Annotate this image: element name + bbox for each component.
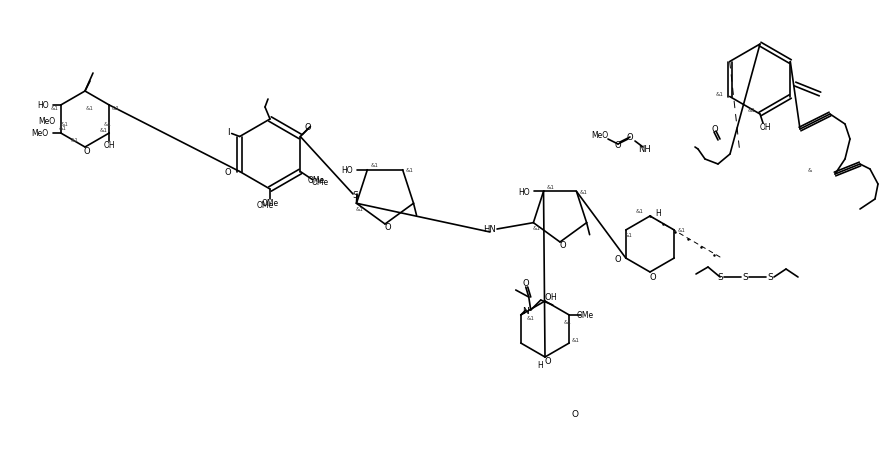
Text: O: O — [224, 168, 231, 176]
Text: S: S — [766, 273, 772, 282]
Text: OH: OH — [758, 122, 770, 131]
Text: I: I — [227, 128, 230, 137]
Text: &1: &1 — [624, 233, 632, 238]
Text: O: O — [84, 146, 90, 155]
Text: O: O — [711, 125, 718, 134]
Text: &1: &1 — [527, 316, 534, 321]
Text: H: H — [536, 361, 543, 369]
Text: O: O — [544, 357, 551, 366]
Text: O: O — [559, 241, 566, 250]
Text: &1: &1 — [61, 122, 69, 127]
Text: S: S — [741, 273, 747, 282]
Text: &1: &1 — [405, 168, 413, 173]
Text: &1: &1 — [570, 338, 578, 343]
Text: O: O — [522, 279, 528, 288]
Text: &1: &1 — [715, 92, 723, 97]
Text: MeO: MeO — [590, 130, 607, 139]
Text: &1: &1 — [747, 107, 755, 112]
Text: MeO: MeO — [31, 129, 48, 138]
Text: &1: &1 — [370, 163, 378, 168]
Text: OMe: OMe — [257, 201, 274, 210]
Text: &1: &1 — [636, 209, 643, 214]
Text: OH: OH — [104, 141, 115, 150]
Text: &1: &1 — [99, 127, 107, 132]
Text: &1: &1 — [546, 184, 554, 189]
Text: O: O — [614, 140, 620, 149]
Text: &1: &1 — [104, 122, 112, 127]
Text: MeO: MeO — [38, 117, 55, 126]
Text: O: O — [544, 293, 551, 302]
Text: &1: &1 — [51, 105, 59, 110]
Text: H: H — [654, 209, 660, 218]
Text: NH: NH — [638, 145, 651, 154]
Text: H: H — [550, 293, 555, 302]
Text: &1: &1 — [355, 206, 363, 211]
Text: &1: &1 — [86, 105, 94, 110]
Text: OMe: OMe — [261, 199, 278, 208]
Text: S: S — [716, 273, 722, 282]
Text: &1: &1 — [579, 189, 586, 194]
Text: OMe: OMe — [576, 311, 593, 320]
Text: &1: &1 — [677, 228, 685, 233]
Text: O: O — [384, 223, 391, 232]
Text: O: O — [614, 254, 620, 263]
Text: S: S — [351, 190, 358, 199]
Text: O: O — [305, 123, 311, 131]
Text: &1: &1 — [532, 225, 540, 231]
Text: HO: HO — [37, 101, 48, 110]
Text: &1: &1 — [562, 319, 570, 324]
Text: OMe: OMe — [311, 178, 328, 187]
Text: O: O — [649, 272, 655, 281]
Text: N: N — [522, 306, 528, 315]
Text: HO: HO — [518, 188, 529, 196]
Text: O: O — [626, 133, 633, 142]
Text: &1: &1 — [111, 105, 119, 110]
Text: HN: HN — [483, 225, 496, 234]
Text: &1: &1 — [71, 137, 79, 142]
Text: O: O — [571, 410, 578, 419]
Text: HO: HO — [342, 166, 353, 175]
Text: OMe: OMe — [308, 175, 325, 185]
Text: &: & — [807, 167, 811, 172]
Text: &1: &1 — [59, 126, 67, 131]
